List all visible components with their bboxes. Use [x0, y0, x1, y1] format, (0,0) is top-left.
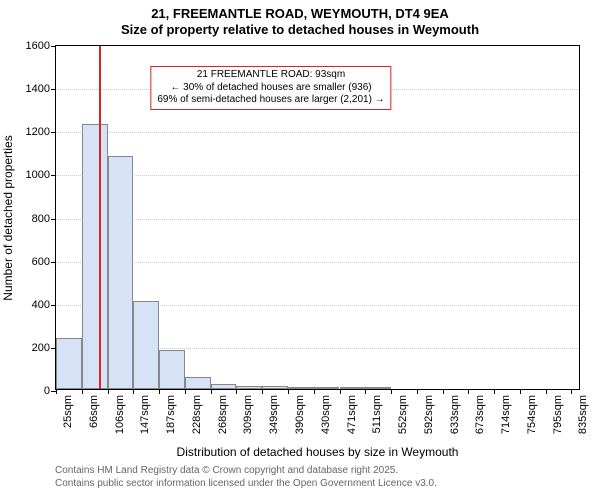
title-block: 21, FREEMANTLE ROAD, WEYMOUTH, DT4 9EA S… — [0, 0, 600, 39]
x-tick-mark — [494, 389, 495, 394]
histogram-bar — [108, 156, 134, 389]
x-tick-mark — [365, 389, 366, 394]
title-line-1: 21, FREEMANTLE ROAD, WEYMOUTH, DT4 9EA — [0, 6, 600, 22]
x-tick-mark — [56, 389, 57, 394]
x-tick-mark — [262, 389, 263, 394]
x-tick-mark — [211, 389, 212, 394]
annotation-line: ← 30% of detached houses are smaller (93… — [157, 82, 384, 95]
annotation-box: 21 FREEMANTLE ROAD: 93sqm← 30% of detach… — [150, 66, 391, 110]
histogram-bar — [288, 387, 314, 389]
plot-area: 0200400600800100012001400160025sqm66sqm1… — [55, 45, 580, 390]
y-tick-label: 800 — [32, 213, 56, 225]
y-tick-label: 1200 — [26, 126, 56, 138]
annotation-line: 21 FREEMANTLE ROAD: 93sqm — [157, 69, 384, 82]
histogram-bar — [133, 301, 159, 389]
x-tick-mark — [571, 389, 572, 394]
x-tick-mark — [340, 389, 341, 394]
histogram-bar — [185, 377, 211, 389]
footer-line-1: Contains HM Land Registry data © Crown c… — [55, 465, 437, 478]
gridline — [56, 175, 579, 176]
histogram-bar — [314, 387, 340, 389]
y-tick-label: 0 — [44, 385, 56, 397]
x-tick-mark — [468, 389, 469, 394]
x-tick-mark — [417, 389, 418, 394]
histogram-bar — [340, 387, 366, 389]
x-tick-mark — [82, 389, 83, 394]
gridline — [56, 219, 579, 220]
x-tick-mark — [546, 389, 547, 394]
histogram-bar — [262, 386, 288, 389]
histogram-bar — [56, 338, 82, 389]
y-tick-label: 1600 — [26, 40, 56, 52]
gridline — [56, 132, 579, 133]
x-tick-mark — [236, 389, 237, 394]
annotation-line: 69% of semi-detached houses are larger (… — [157, 94, 384, 107]
x-tick-mark — [520, 389, 521, 394]
chart-container: 21, FREEMANTLE ROAD, WEYMOUTH, DT4 9EA S… — [0, 0, 600, 500]
x-tick-mark — [314, 389, 315, 394]
histogram-bar — [159, 350, 185, 389]
x-tick-mark — [185, 389, 186, 394]
histogram-bar — [236, 386, 262, 389]
title-line-2: Size of property relative to detached ho… — [0, 22, 600, 38]
x-tick-mark — [443, 389, 444, 394]
y-tick-label: 1000 — [26, 169, 56, 181]
footer-line-2: Contains public sector information licen… — [55, 478, 437, 491]
x-tick-mark — [159, 389, 160, 394]
y-tick-label: 600 — [32, 256, 56, 268]
histogram-bar — [211, 384, 237, 389]
y-tick-label: 200 — [32, 342, 56, 354]
x-tick-mark — [391, 389, 392, 394]
y-axis-label: Number of detached properties — [1, 135, 15, 300]
property-marker-line — [99, 46, 101, 389]
histogram-bar — [365, 387, 391, 389]
x-axis-label: Distribution of detached houses by size … — [177, 445, 459, 459]
x-tick-mark — [108, 389, 109, 394]
x-tick-mark — [133, 389, 134, 394]
gridline — [56, 262, 579, 263]
y-tick-label: 400 — [32, 299, 56, 311]
histogram-bar — [82, 124, 108, 389]
y-tick-label: 1400 — [26, 83, 56, 95]
x-tick-mark — [288, 389, 289, 394]
footer-attribution: Contains HM Land Registry data © Crown c… — [55, 465, 437, 490]
